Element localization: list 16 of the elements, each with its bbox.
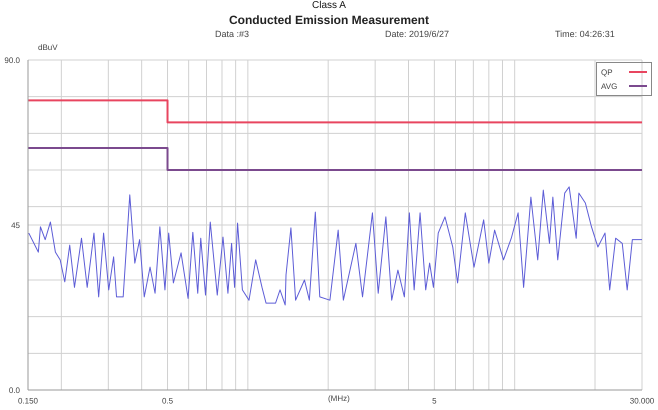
text: Data :#3 [215,29,250,39]
x-tick-label: 0.150 [18,396,39,406]
legend-label: AVG [601,82,618,90]
x-tick-label: 5 [432,396,438,406]
legend-label: QP [601,68,614,76]
x-tick-label: 0.5 [162,396,174,406]
y-tick-label: 45 [11,220,21,230]
text: Time: 04:26:31 [555,29,615,39]
y-tick-label: 0.0 [8,386,21,395]
chart-title: Conducted Emission Measurement [228,13,430,27]
chart-subtitle: Class A [311,0,347,11]
y-tick-label: 90.0 [4,56,21,65]
x-axis-title: (MHz) [328,394,350,403]
text: Date: 2019/6/27 [385,29,450,39]
y-axis-title: dBuV [38,43,58,52]
x-tick-label: 30.000 [630,396,655,406]
